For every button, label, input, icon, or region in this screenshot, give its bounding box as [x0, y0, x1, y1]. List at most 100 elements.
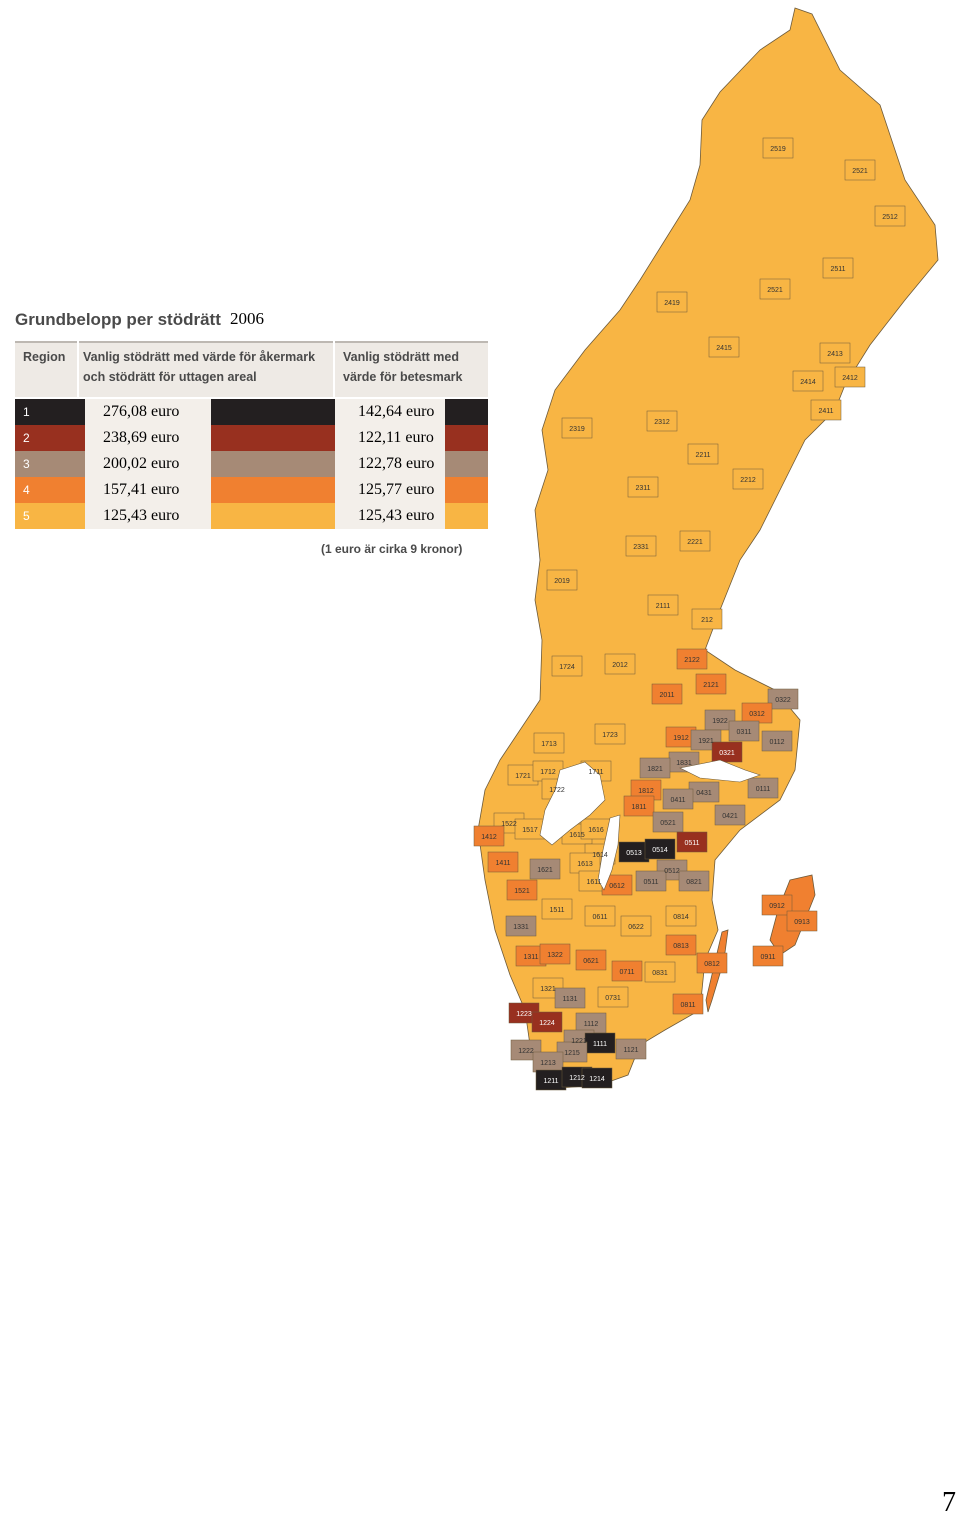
map-region-label: 1611	[586, 879, 601, 886]
map-region-label: 1222	[518, 1048, 534, 1055]
map-region-label: 1331	[513, 924, 529, 931]
map-region-label: 1213	[540, 1060, 556, 1067]
map-region-label: 0513	[626, 850, 642, 857]
map-region-label: 1811	[631, 804, 646, 811]
pasture-value: 122,78 euro	[358, 455, 435, 472]
map-region-label: 0913	[794, 919, 810, 926]
lake-malaren	[679, 759, 761, 783]
map-region-2519	[762, 137, 794, 159]
legend-row: 3 200,02 euro 122,78 euro	[15, 451, 488, 477]
map-region-2521	[844, 159, 876, 181]
map-region-label: 1521	[514, 888, 530, 895]
map-region-1322	[539, 943, 571, 965]
lake-vattern	[597, 814, 621, 891]
map-region-label: 1321	[540, 986, 556, 993]
legend-year: 2006	[230, 309, 264, 328]
map-region-label: 2521	[852, 168, 868, 175]
map-region-0731	[597, 986, 629, 1008]
map-region-label: 2012	[612, 662, 628, 669]
map-region-1713	[533, 732, 565, 754]
legend-row: 4 157,41 euro 125,77 euro	[15, 477, 488, 503]
map-region-label: 2521	[767, 287, 783, 294]
map-region-0112	[761, 730, 793, 752]
map-region-label: 0521	[660, 820, 676, 827]
region-swatch	[15, 451, 85, 477]
map-region-label: 2312	[654, 419, 670, 426]
header-arable: Vanlig stödrätt med värde för åkermark o…	[79, 341, 333, 397]
arable-color-bar	[211, 399, 335, 425]
map-region-label: 1511	[549, 907, 564, 914]
map-region-label: 0511	[684, 840, 699, 847]
map-region-2011	[651, 683, 683, 705]
map-region-label: 1112	[584, 1021, 599, 1028]
map-region-0111	[747, 777, 779, 799]
map-region-label: 1311	[523, 954, 538, 961]
map-region-0821	[678, 870, 710, 892]
map-region-label: 1215	[564, 1050, 580, 1057]
map-region-label: 0731	[605, 995, 621, 1002]
legend-row: 5 125,43 euro 125,43 euro	[15, 503, 488, 529]
map-region-label: 1111	[593, 1041, 607, 1048]
region-swatch	[15, 477, 85, 503]
header-pasture-line2: värde för betesmark	[343, 370, 463, 384]
header-arable-line2: och stödrätt för uttagen areal	[83, 370, 257, 384]
map-regions	[473, 7, 939, 1091]
pasture-value: 122,11 euro	[358, 429, 434, 446]
map-region-label: 1616	[588, 827, 604, 834]
map-region-1214	[581, 1067, 613, 1089]
map-region-0813	[665, 934, 697, 956]
map-region-label: 2412	[842, 375, 858, 382]
map-region-label: 2512	[882, 214, 898, 221]
page-number: 7	[942, 1487, 956, 1518]
map-region-0812	[696, 952, 728, 974]
map-region-0321	[711, 741, 743, 763]
map-region-label: 0511	[643, 879, 658, 886]
map-region-label: 1412	[481, 834, 497, 841]
map-region-label: 1121	[623, 1047, 638, 1054]
map-region-0621	[575, 949, 607, 971]
map-region-label: 0312	[749, 711, 765, 718]
pasture-color-bar	[445, 425, 488, 451]
map-region-label: 1922	[712, 718, 728, 725]
map-region-label: 0421	[722, 813, 738, 820]
region-swatch	[15, 503, 85, 529]
map-region-0814	[665, 905, 697, 927]
map-region-1411	[487, 851, 519, 873]
map-region-2211	[687, 443, 719, 465]
pasture-color-bar	[445, 477, 488, 503]
map-region-1724	[551, 655, 583, 677]
map-region-1723	[594, 723, 626, 745]
map-region-label: 2311	[635, 485, 650, 492]
map-region-label: 2419	[664, 300, 680, 307]
map-region-label: 0621	[583, 958, 599, 965]
map-region-1331	[505, 915, 537, 937]
map-region-label: 212	[701, 617, 713, 624]
map-region-label: 1322	[547, 952, 563, 959]
map-region-label: 0514	[652, 847, 668, 854]
map-region-label: 0622	[628, 924, 644, 931]
map-region-2221	[679, 530, 711, 552]
map-region-label: 1713	[541, 741, 557, 748]
map-region-1224	[531, 1011, 563, 1033]
pasture-color-bar	[445, 451, 488, 477]
map-region-label: 1214	[589, 1076, 605, 1083]
map-region-0811	[672, 993, 704, 1015]
map-region-2415	[708, 336, 740, 358]
map-region-label: 2011	[659, 692, 674, 699]
map-region-label: 1131	[562, 996, 577, 1003]
map-region-label: 0431	[696, 790, 712, 797]
map-region-label: 1721	[515, 773, 531, 780]
map-region-2331	[625, 535, 657, 557]
map-region-1811	[623, 795, 655, 817]
map-region-0913	[786, 910, 818, 932]
map-region-label: 0912	[769, 903, 785, 910]
pasture-color-bar	[445, 399, 488, 425]
map-region-label: 2111	[656, 603, 671, 610]
region-number: 3	[23, 457, 30, 471]
map-region-label: 0813	[673, 943, 689, 950]
map-region-label: 0821	[686, 879, 702, 886]
map-region-label: 0411	[670, 797, 685, 804]
map-region-0711	[611, 960, 643, 982]
map-region-label: 2519	[770, 146, 786, 153]
map-region-1131	[554, 987, 586, 1009]
